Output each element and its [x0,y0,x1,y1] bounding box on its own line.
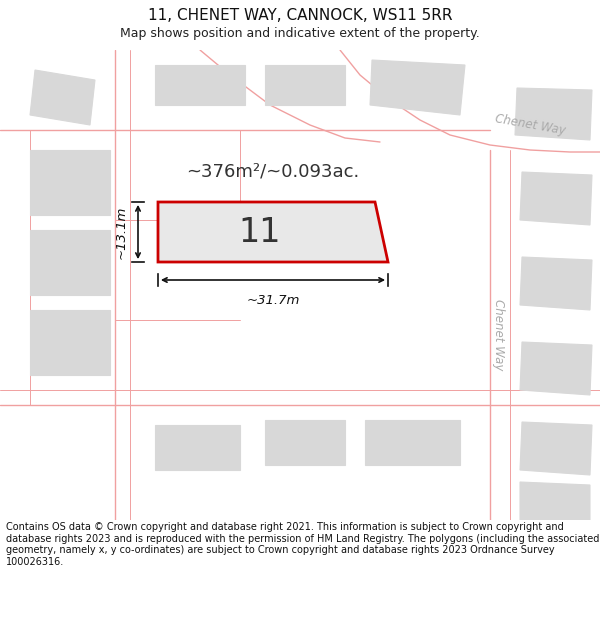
Polygon shape [155,65,245,105]
Polygon shape [370,60,465,115]
Polygon shape [265,65,345,105]
Polygon shape [30,310,110,375]
Polygon shape [155,425,240,470]
Polygon shape [265,420,345,465]
Polygon shape [520,422,592,475]
Polygon shape [365,420,460,465]
Polygon shape [520,342,592,395]
Text: Chenet Way: Chenet Way [494,112,566,138]
Polygon shape [30,150,110,215]
Polygon shape [30,230,110,295]
Polygon shape [520,257,592,310]
Polygon shape [520,172,592,225]
Text: 11: 11 [239,216,281,249]
Text: Map shows position and indicative extent of the property.: Map shows position and indicative extent… [120,28,480,41]
Text: ~13.1m: ~13.1m [115,205,128,259]
Text: 11, CHENET WAY, CANNOCK, WS11 5RR: 11, CHENET WAY, CANNOCK, WS11 5RR [148,8,452,22]
Polygon shape [520,482,590,520]
Polygon shape [158,202,388,262]
Text: ~376m²/~0.093ac.: ~376m²/~0.093ac. [187,162,359,180]
Polygon shape [30,70,95,125]
Text: Chenet Way: Chenet Way [491,299,505,371]
Text: ~31.7m: ~31.7m [247,294,299,307]
Polygon shape [515,88,592,140]
Text: Contains OS data © Crown copyright and database right 2021. This information is : Contains OS data © Crown copyright and d… [6,522,599,567]
